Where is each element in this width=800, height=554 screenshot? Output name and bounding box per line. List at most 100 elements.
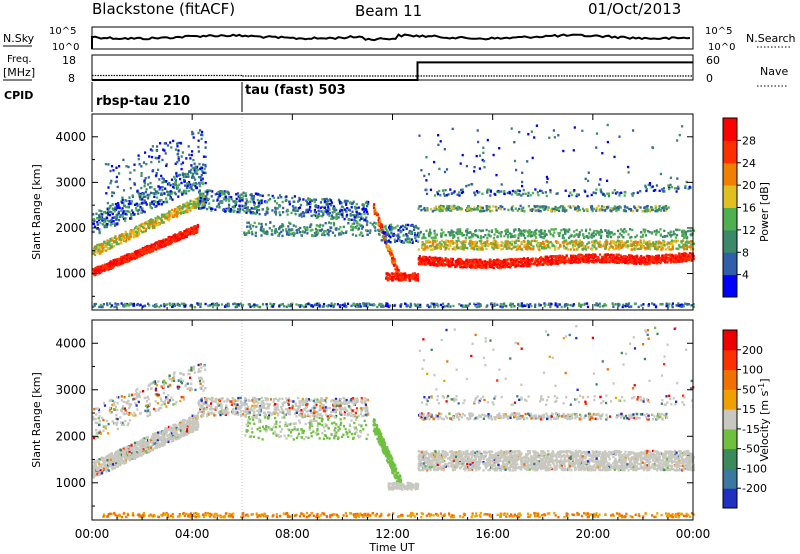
power-pixel-1898 bbox=[313, 200, 316, 204]
power-pixel-1406 bbox=[95, 212, 98, 215]
power-pixel-546 bbox=[180, 233, 183, 236]
power-pixel-4037 bbox=[480, 266, 483, 269]
power-pixel-2236 bbox=[366, 233, 369, 236]
power-pixel-1472 bbox=[174, 148, 178, 151]
power-pixel-639 bbox=[161, 241, 164, 244]
power-pixel-2118 bbox=[210, 207, 213, 210]
power-pixel-2574 bbox=[401, 274, 404, 277]
power-pixel-1951 bbox=[339, 210, 342, 213]
power-pixel-1335 bbox=[150, 202, 153, 205]
power-pixel-1841 bbox=[294, 206, 297, 209]
power-pixel-3946 bbox=[550, 260, 553, 264]
power-pixel-3944 bbox=[553, 255, 556, 258]
power-pixel-986 bbox=[122, 235, 125, 238]
power-pixel-3881 bbox=[480, 261, 484, 264]
power-pixel-4623 bbox=[563, 247, 566, 250]
power-pixel-3845 bbox=[639, 258, 642, 261]
power-pixel-733 bbox=[191, 200, 194, 203]
power-pixel-476 bbox=[143, 252, 146, 255]
power-pixel-1366 bbox=[133, 213, 136, 216]
power-pixel-1536 bbox=[136, 189, 139, 192]
power-pixel-303 bbox=[123, 258, 127, 261]
power-pixel-4960 bbox=[419, 230, 422, 234]
power-pixel-1129 bbox=[182, 192, 185, 195]
power-pixel-1423 bbox=[142, 201, 146, 205]
power-pixel-2037 bbox=[330, 201, 333, 204]
power-pixel-2076 bbox=[309, 203, 312, 206]
power-pixel-706 bbox=[140, 224, 143, 228]
power-pixel-875 bbox=[103, 240, 106, 244]
power-pixel-1194 bbox=[175, 183, 178, 187]
power-pixel-4397 bbox=[510, 247, 513, 251]
power-pixel-1353 bbox=[97, 223, 100, 226]
power-pixel-466 bbox=[109, 260, 112, 263]
power-pixel-1091 bbox=[135, 208, 138, 212]
power-pixel-1826 bbox=[255, 211, 258, 214]
power-pixel-2052 bbox=[316, 215, 320, 219]
power-pixel-2702 bbox=[389, 236, 392, 239]
power-pixel-4012 bbox=[684, 257, 687, 260]
power-pixel-2311 bbox=[265, 230, 268, 233]
power-pixel-2283 bbox=[319, 223, 322, 227]
power-pixel-999 bbox=[97, 249, 100, 253]
power-pixel-2079 bbox=[323, 210, 326, 213]
power-pixel-904 bbox=[151, 220, 154, 223]
power-pixel-1371 bbox=[139, 206, 142, 209]
power-pixel-2237 bbox=[281, 229, 285, 232]
power-pixel-1606 bbox=[309, 200, 312, 204]
power-pixel-2180 bbox=[338, 228, 341, 231]
power-pixel-917 bbox=[151, 224, 154, 228]
power-pixel-2075 bbox=[334, 216, 337, 220]
power-pixel-2040 bbox=[292, 205, 295, 208]
power-pixel-1217 bbox=[194, 184, 197, 188]
power-pixel-1274 bbox=[201, 177, 204, 181]
power-pixel-1544 bbox=[133, 182, 136, 185]
power-pixel-2334 bbox=[250, 230, 254, 234]
power-pixel-660 bbox=[144, 221, 147, 224]
power-pixel-1198 bbox=[104, 217, 107, 221]
power-pixel-4716 bbox=[527, 243, 530, 247]
power-pixel-1175 bbox=[141, 193, 144, 196]
power-pixel-4740 bbox=[625, 240, 629, 243]
power-pixel-1793 bbox=[341, 211, 344, 215]
power-pixel-1227 bbox=[92, 230, 95, 234]
power-pixel-4738 bbox=[543, 247, 546, 250]
power-pixel-2210 bbox=[316, 229, 319, 232]
power-pixel-1051 bbox=[195, 205, 198, 209]
power-pixel-1941 bbox=[329, 199, 333, 202]
power-pixel-426 bbox=[170, 237, 173, 241]
power-pixel-470 bbox=[119, 262, 122, 265]
power-pixel-1611 bbox=[314, 198, 318, 201]
power-pixel-699 bbox=[170, 212, 173, 215]
power-pixel-1877 bbox=[306, 200, 309, 204]
power-pixel-2641 bbox=[391, 233, 394, 236]
power-pixel-1401 bbox=[143, 195, 146, 198]
power-pixel-4013 bbox=[436, 260, 440, 263]
power-pixel-2113 bbox=[246, 206, 249, 209]
power-pixel-2055 bbox=[254, 207, 257, 210]
power-pixel-3632 bbox=[654, 257, 657, 260]
power-pixel-1917 bbox=[243, 210, 246, 213]
power-pixel-1572 bbox=[158, 155, 161, 158]
power-pixel-2622 bbox=[402, 272, 405, 276]
power-pixel-4602 bbox=[469, 244, 472, 247]
power-pixel-1509 bbox=[118, 172, 121, 175]
power-pixel-1040 bbox=[127, 238, 130, 241]
power-pixel-1263 bbox=[98, 231, 101, 235]
power-pixel-2244 bbox=[359, 224, 362, 227]
power-pixel-991 bbox=[183, 210, 186, 214]
power-pixel-1531 bbox=[104, 162, 107, 166]
power-pixel-1108 bbox=[130, 202, 133, 205]
power-pixel-643 bbox=[194, 227, 198, 230]
power-pixel-4035 bbox=[679, 254, 682, 257]
power-pixel-1249 bbox=[108, 213, 111, 217]
power-pixel-2460 bbox=[386, 244, 390, 247]
power-pixel-887 bbox=[176, 215, 179, 218]
power-pixel-909 bbox=[100, 250, 103, 253]
freq-tick-high: 18 bbox=[62, 54, 76, 67]
power-pixel-412 bbox=[103, 266, 106, 269]
power-pixel-590 bbox=[135, 251, 138, 254]
nsearch-label: N.Search bbox=[746, 32, 796, 45]
power-pixel-1271 bbox=[169, 194, 172, 197]
power-pixel-1230 bbox=[141, 196, 144, 199]
